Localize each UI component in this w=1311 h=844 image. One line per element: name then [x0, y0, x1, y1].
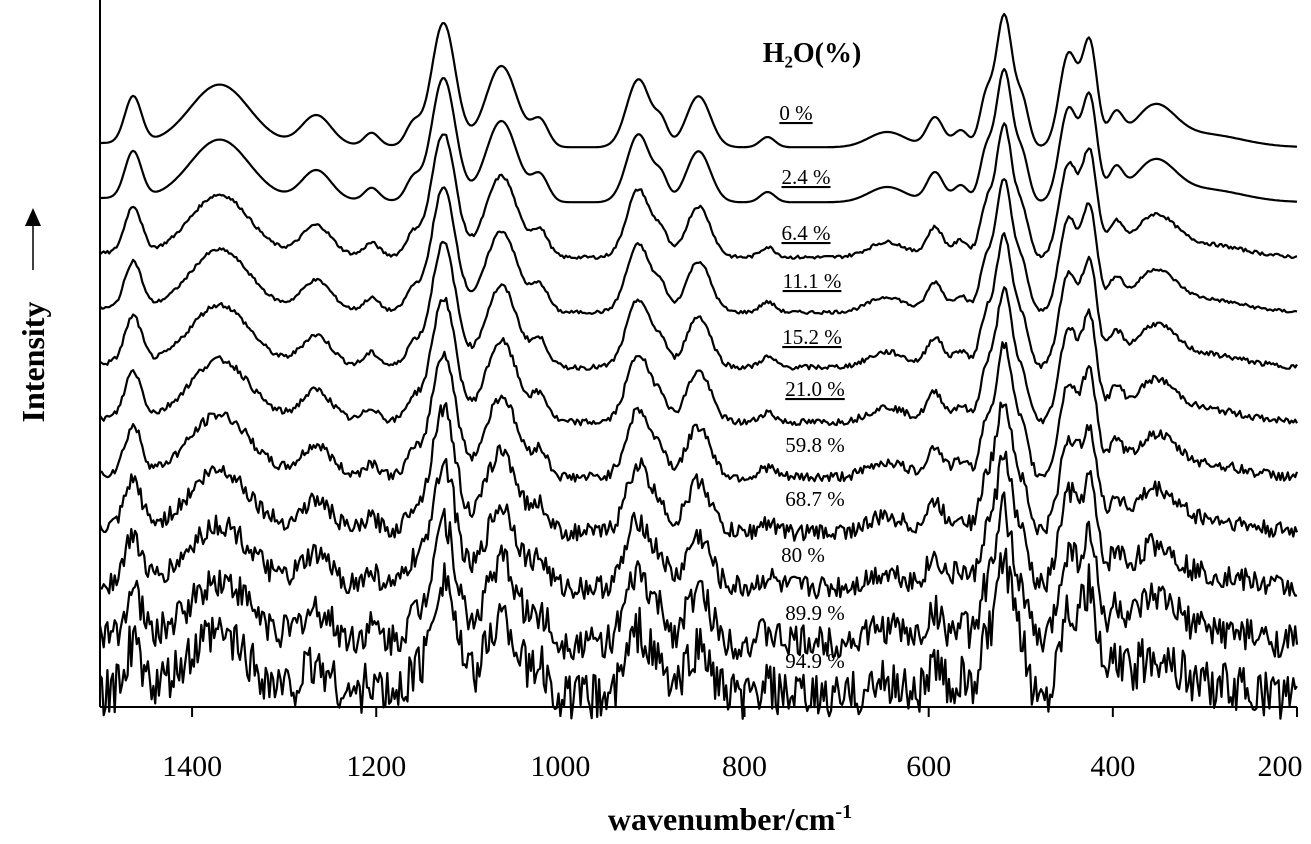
series-label: 11.1 %: [783, 269, 842, 293]
x-tick-label: 800: [722, 750, 767, 783]
spectrum-line: [99, 450, 1298, 600]
series-label: 15.2 %: [782, 325, 842, 349]
x-axis-ticks: 1400 1200 1000 800 600 400 200: [162, 707, 1303, 783]
series-label: 80 %: [781, 543, 825, 567]
series-label: 2.4 %: [782, 165, 831, 189]
series-label: 89.9 %: [785, 601, 845, 625]
spectrum-line: [98, 401, 1299, 542]
y-axis-title: Intensity: [15, 302, 51, 423]
legend-title: H₂O(%): [763, 38, 862, 69]
x-tick-label: 1200: [346, 750, 406, 783]
x-axis-title-sup: -1: [835, 801, 852, 823]
series-label: 59.8 %: [785, 433, 845, 457]
spectrum-line: [99, 341, 1299, 483]
x-tick-label: 600: [906, 750, 951, 783]
spectrum-line: [99, 178, 1298, 315]
series-label: 94.9 %: [785, 649, 845, 673]
x-tick-label: 1400: [162, 750, 222, 783]
x-tick-label: 1000: [530, 750, 590, 783]
x-tick-label: 400: [1090, 750, 1135, 783]
spectrum-line: [100, 67, 1298, 204]
spectrum-line: [99, 122, 1298, 260]
x-axis-title-main: wavenumber/cm: [608, 801, 836, 837]
spectrum-line: [99, 286, 1298, 427]
x-axis-title: wavenumber/cm-1: [608, 801, 852, 837]
spectrum-line: [98, 491, 1299, 661]
spectrum-line: [99, 232, 1298, 371]
series-label: 68.7 %: [785, 487, 845, 511]
series-label: 21.0 %: [785, 377, 845, 401]
series-label: 6.4 %: [782, 221, 831, 245]
intensity-arrow-icon: [25, 208, 41, 270]
spectra-curves: [98, 12, 1299, 720]
spectrum-line: [99, 547, 1298, 720]
x-tick-label: 200: [1258, 750, 1303, 783]
series-labels: 0 % 2.4 % 6.4 % 11.1 % 15.2 % 21.0 % 59.8 % 68.…: [779, 101, 844, 673]
series-label: 0 %: [779, 101, 812, 125]
y-axis-title-group: Intensity: [15, 302, 51, 423]
spectrum-line: [100, 12, 1298, 149]
